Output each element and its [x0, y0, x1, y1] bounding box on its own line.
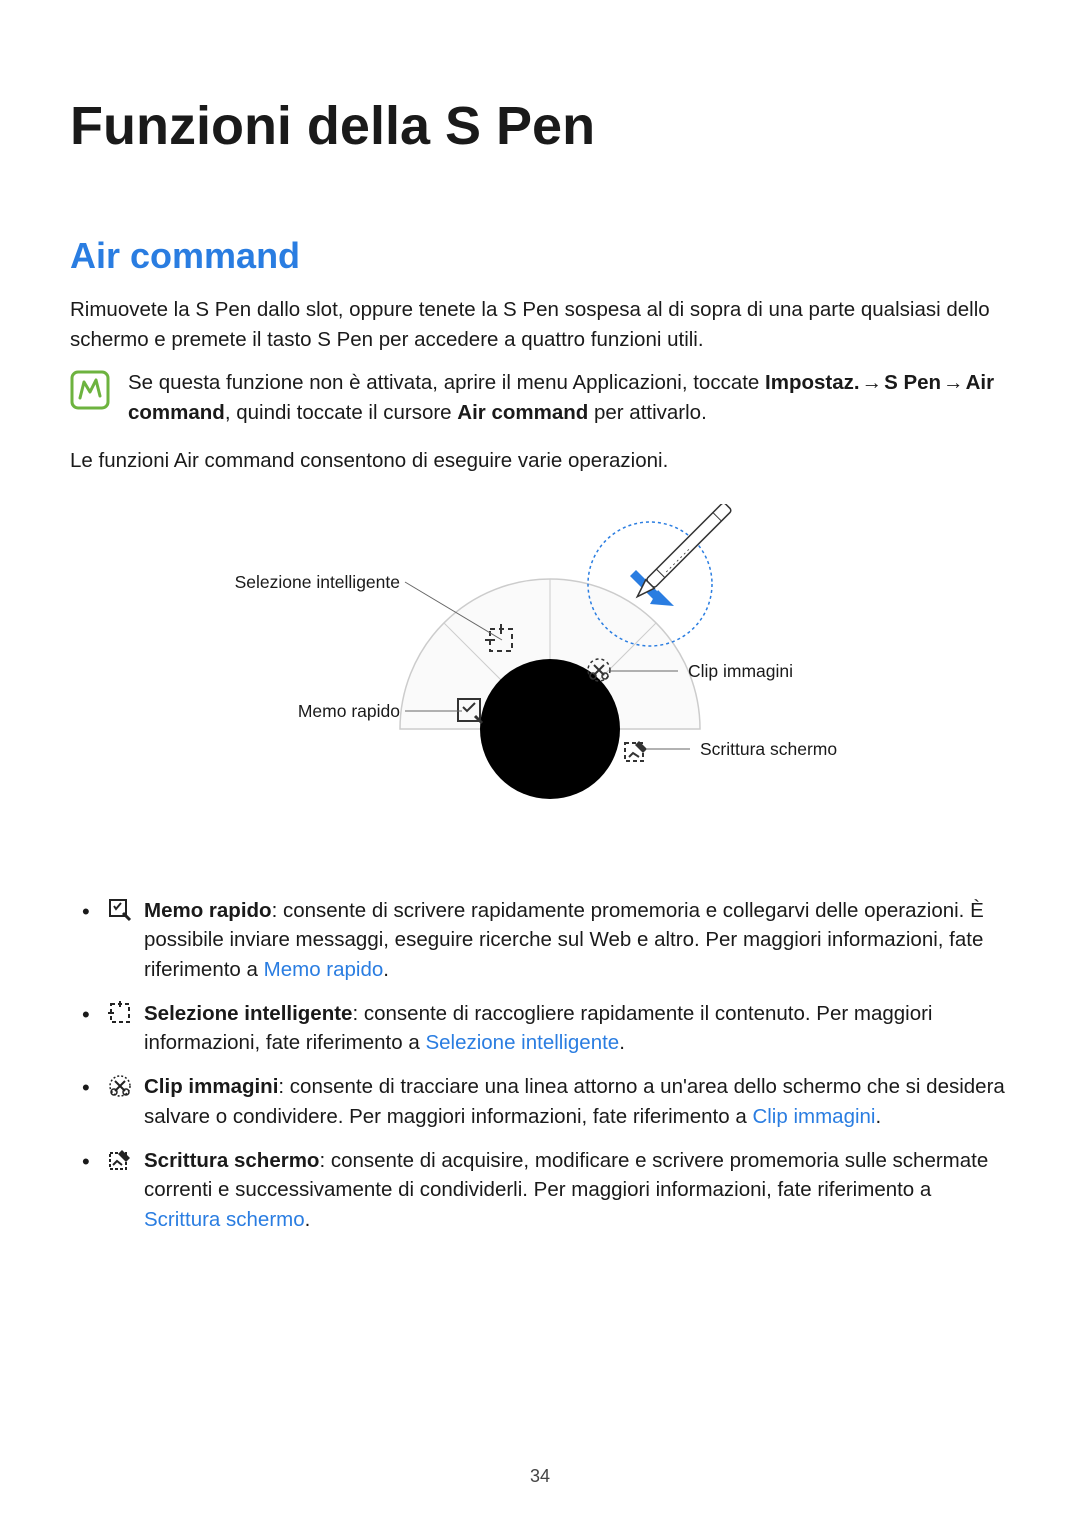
page-title: Funzioni della S Pen: [70, 95, 1010, 157]
list-item: Memo rapido: consente di scrivere rapida…: [100, 896, 1010, 985]
write-icon: [108, 1148, 132, 1172]
section-heading: Air command: [70, 235, 1010, 277]
callout-scrittura: Scrittura schermo: [700, 739, 837, 760]
after-note-paragraph: Le funzioni Air command consentono di es…: [70, 446, 1010, 476]
feature-list: Memo rapido: consente di scrivere rapida…: [70, 896, 1010, 1235]
list-item: Selezione intelligente: consente di racc…: [100, 999, 1010, 1058]
list-item: Clip immagini: consente di tracciare una…: [100, 1072, 1010, 1131]
page-number: 34: [0, 1466, 1080, 1487]
note-block: Se questa funzione non è attivata, aprir…: [70, 368, 1010, 427]
callout-clip: Clip immagini: [688, 661, 793, 682]
link-clip-immagini[interactable]: Clip immagini: [752, 1105, 875, 1128]
list-item: Scrittura schermo: consente di acquisire…: [100, 1146, 1010, 1235]
memo-icon: [108, 898, 132, 922]
link-memo-rapido[interactable]: Memo rapido: [264, 958, 384, 981]
callout-selezione: Selezione intelligente: [230, 572, 400, 593]
figure-container: Selezione intelligente Memo rapido Clip …: [70, 504, 1010, 854]
callout-memo: Memo rapido: [285, 701, 400, 722]
note-icon: [70, 370, 110, 410]
clip-icon: [108, 1074, 132, 1098]
select-icon: [108, 1001, 132, 1025]
link-selezione-intelligente[interactable]: Selezione intelligente: [425, 1031, 619, 1054]
intro-paragraph: Rimuovete la S Pen dallo slot, oppure te…: [70, 295, 1010, 354]
air-command-figure: Selezione intelligente Memo rapido Clip …: [180, 504, 900, 854]
note-text: Se questa funzione non è attivata, aprir…: [128, 368, 1010, 427]
link-scrittura-schermo[interactable]: Scrittura schermo: [144, 1208, 305, 1231]
page-content: Funzioni della S Pen Air command Rimuove…: [0, 0, 1080, 1235]
